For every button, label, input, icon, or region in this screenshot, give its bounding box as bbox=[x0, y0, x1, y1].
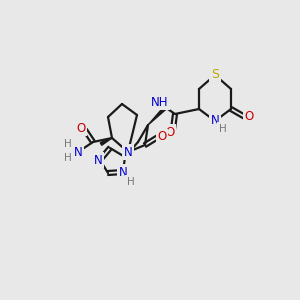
Text: N: N bbox=[74, 146, 82, 158]
Text: NH: NH bbox=[151, 95, 169, 109]
Text: O: O bbox=[165, 125, 175, 139]
Text: O: O bbox=[158, 130, 166, 143]
Polygon shape bbox=[148, 106, 167, 125]
Text: H: H bbox=[219, 124, 227, 134]
Text: S: S bbox=[211, 68, 219, 82]
Polygon shape bbox=[100, 138, 112, 145]
Text: O: O bbox=[244, 110, 253, 124]
Text: N: N bbox=[124, 146, 132, 158]
Text: O: O bbox=[76, 122, 85, 134]
Text: N: N bbox=[94, 154, 102, 166]
Text: N: N bbox=[118, 166, 127, 178]
Text: H: H bbox=[64, 153, 72, 163]
Text: H: H bbox=[127, 177, 135, 187]
Text: N: N bbox=[211, 115, 219, 128]
Text: H: H bbox=[64, 139, 72, 149]
